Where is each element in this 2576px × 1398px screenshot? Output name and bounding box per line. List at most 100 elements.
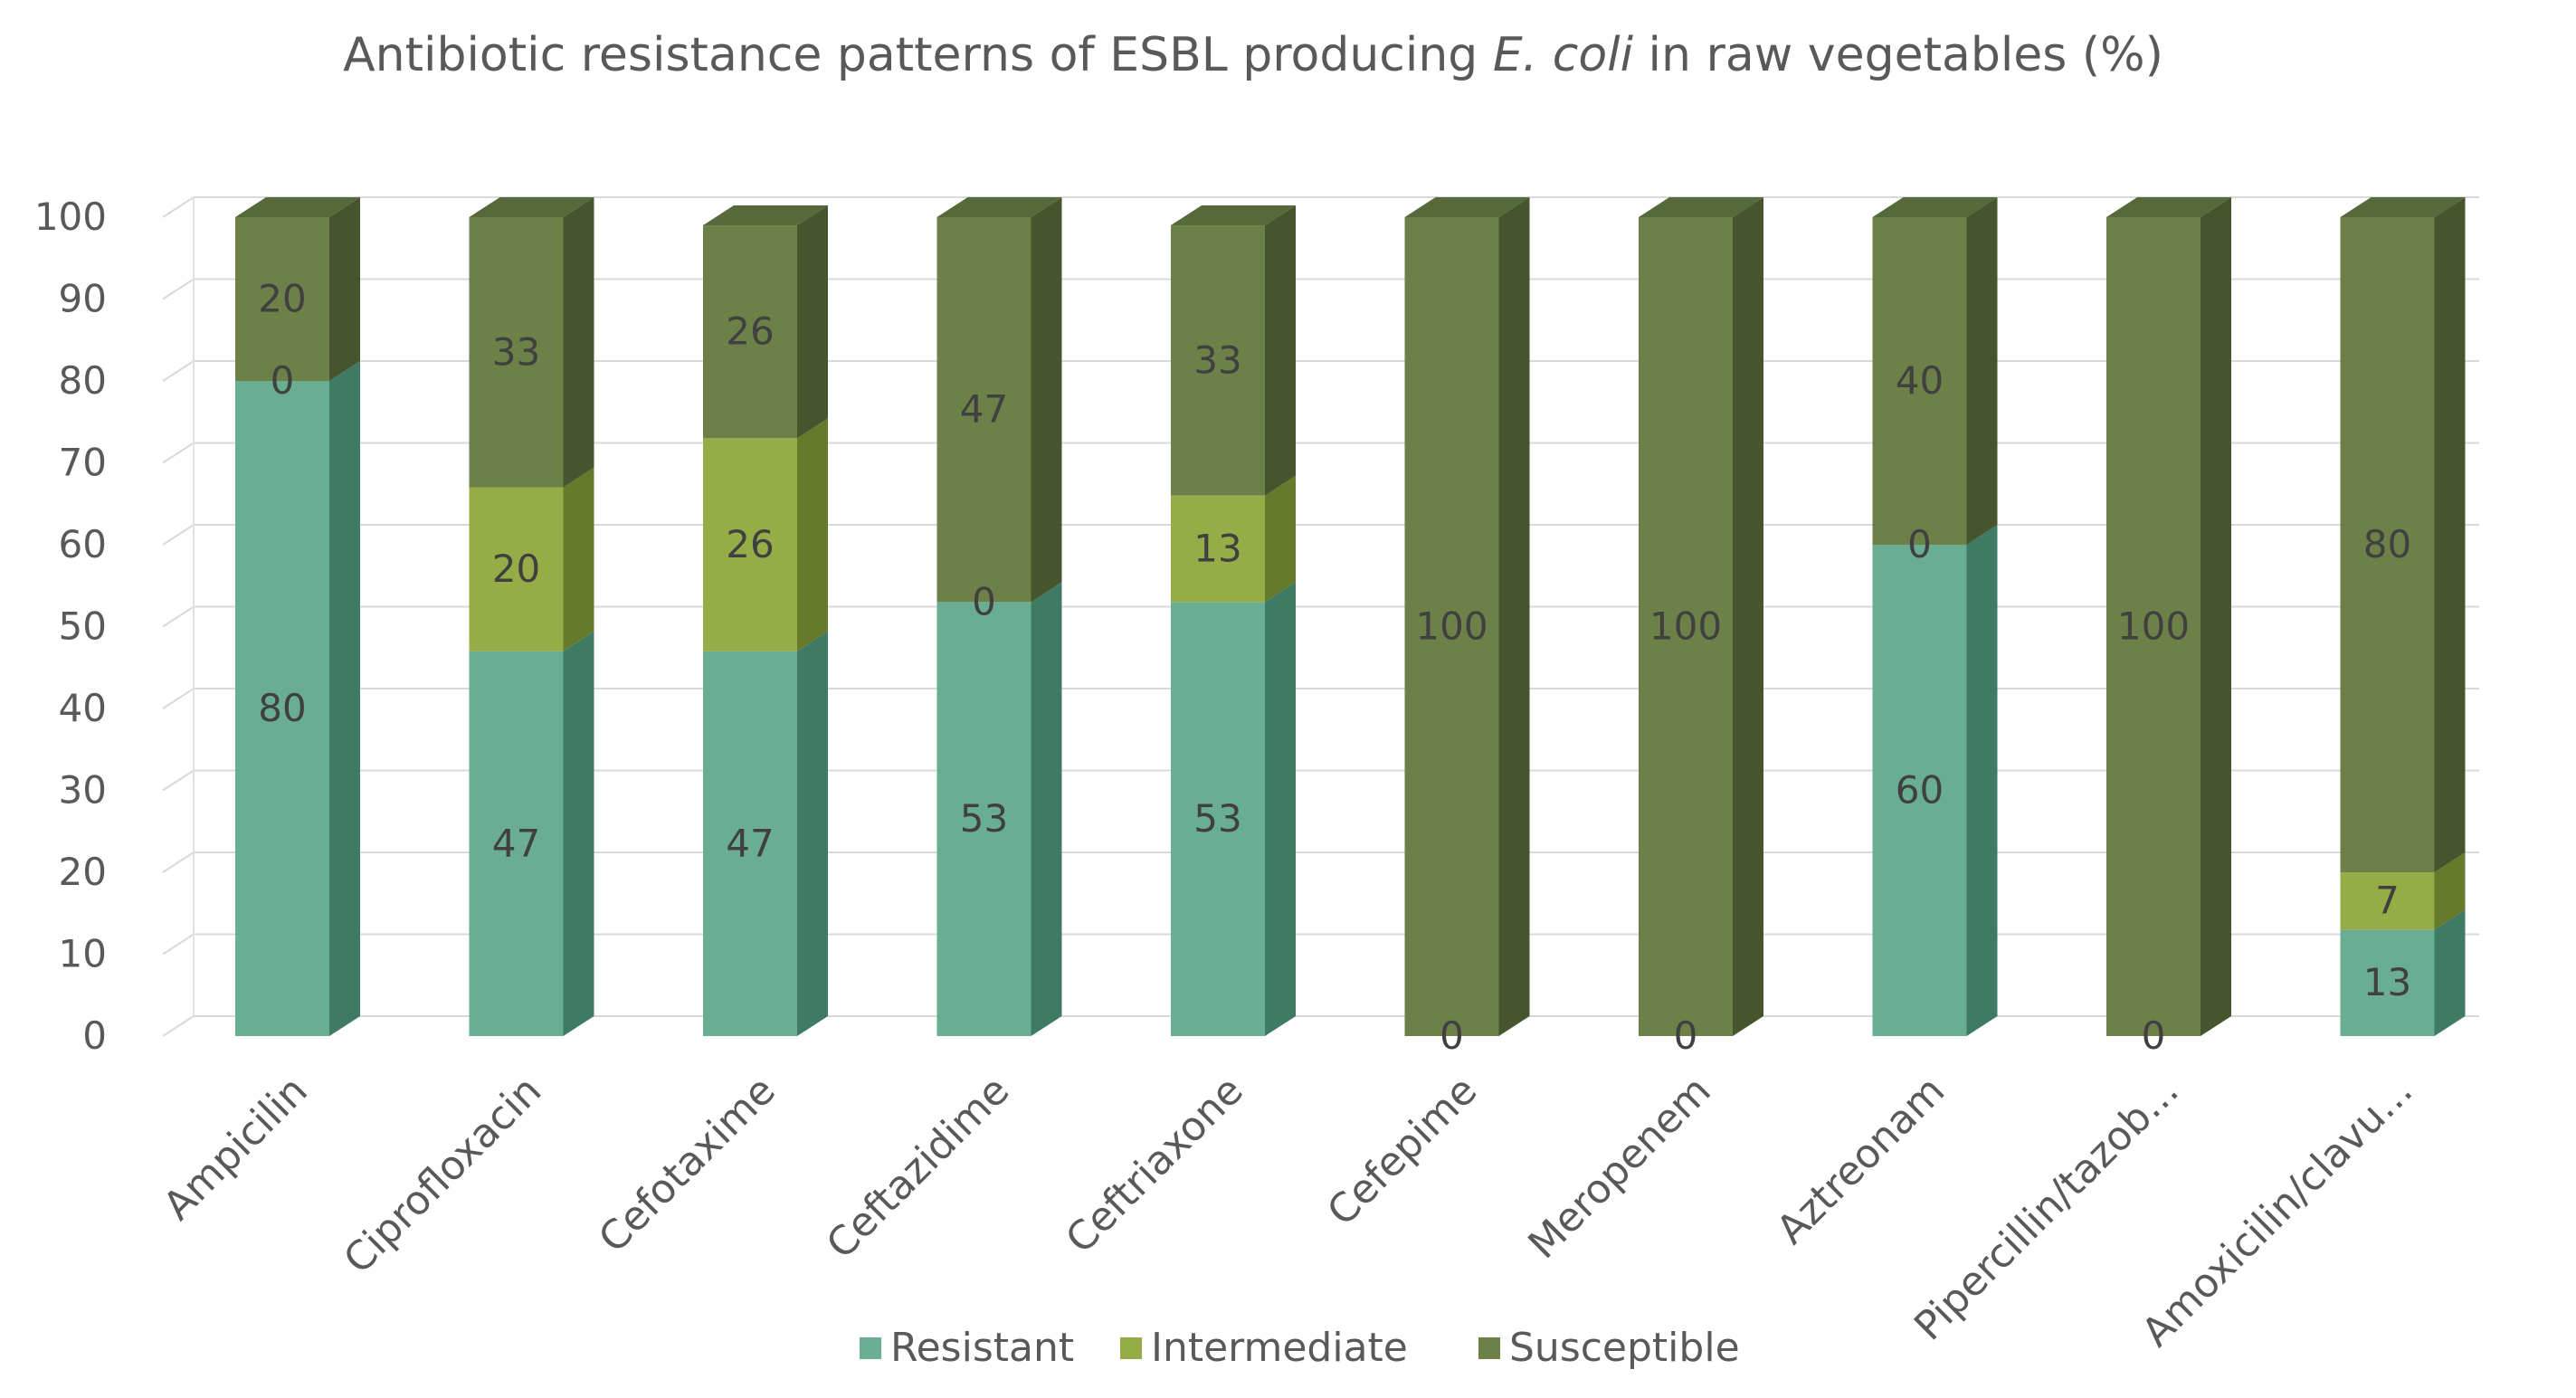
bar-top [936, 197, 1062, 217]
x-axis-categories: Ampicilin Ciprofloxacin Cefotaxime Ceftazid… [155, 1068, 2421, 1356]
bar-front [936, 602, 1031, 1036]
bar-side [563, 467, 594, 651]
gridline-side [162, 442, 195, 464]
bar-side [797, 418, 828, 651]
legend-label: Resistant [890, 1325, 1074, 1371]
bar-side [1031, 582, 1062, 1036]
data-label: 33 [1193, 338, 1241, 382]
data-label: 0 [1440, 1013, 1464, 1058]
data-label: 0 [1907, 522, 1932, 566]
x-tick-label: Ceftriaxone [1057, 1068, 1251, 1262]
data-label: 13 [2363, 960, 2411, 1004]
data-label: 20 [258, 277, 306, 321]
bar-side [2434, 909, 2466, 1036]
bar-side [797, 205, 828, 439]
gridline-side [162, 524, 195, 546]
bar-top [2340, 197, 2466, 217]
bar-segment-susceptible [1872, 197, 1998, 545]
bar-segment-resistant [936, 582, 1062, 1036]
bar-top [1404, 197, 1530, 217]
data-label: 0 [271, 358, 295, 403]
data-label: 80 [2363, 522, 2411, 566]
bar-segment-susceptible [1639, 197, 1763, 1036]
legend-item-intermediate: Intermediate [1120, 1325, 1408, 1371]
data-label: 60 [1896, 768, 1944, 813]
bar-front [2340, 872, 2435, 930]
y-tick-label: 90 [59, 277, 107, 321]
data-label: 40 [1896, 358, 1944, 403]
bar-segment-susceptible [1171, 205, 1296, 496]
bar-front [2340, 217, 2435, 872]
bars [235, 197, 2466, 1036]
bar-segment-susceptible [469, 197, 594, 488]
bar-segment-susceptible [2340, 197, 2466, 872]
data-label: 80 [258, 686, 306, 730]
bar-top [1171, 205, 1296, 226]
y-axis-ticks: 0 10 20 30 40 50 60 70 80 90 100 [34, 195, 107, 1058]
data-label: 13 [1193, 527, 1241, 571]
bar-front [469, 651, 564, 1036]
legend-label: Intermediate [1151, 1325, 1408, 1371]
gridline-side [162, 360, 195, 382]
legend-item-susceptible: Susceptible [1478, 1325, 1740, 1371]
bar-segment-resistant [1872, 525, 1998, 1036]
bar-side [2434, 197, 2466, 872]
bar-top [703, 205, 828, 226]
gridline-side [162, 688, 195, 709]
bar-side [563, 631, 594, 1036]
bar-front [2340, 929, 2435, 1036]
gridline-side [162, 1015, 195, 1037]
bar-segment-resistant [2340, 909, 2466, 1036]
bar-front [1872, 217, 1967, 545]
gridline-side [162, 196, 195, 218]
bar-front [235, 217, 329, 381]
data-label: 47 [960, 387, 1008, 432]
bar-side [1498, 197, 1530, 1036]
bar-side [1265, 205, 1296, 496]
legend-swatch [1478, 1337, 1500, 1359]
legend-swatch [1120, 1337, 1142, 1359]
bar-segment-susceptible [1404, 197, 1530, 1036]
bar-side [329, 197, 360, 381]
gridline-side [162, 769, 195, 792]
bar-segment-intermediate [1171, 475, 1296, 603]
bar-front [469, 487, 564, 651]
chart-title: Antibiotic resistance patterns of ESBL p… [343, 28, 2163, 82]
gridline-side [162, 278, 195, 300]
x-tick-label: Ceftazidime [818, 1068, 1018, 1268]
data-label: 26 [726, 309, 774, 354]
y-tick-label: 50 [59, 604, 107, 649]
bar-front [1171, 225, 1265, 496]
bar-top [235, 197, 360, 217]
data-label: 100 [2117, 604, 2190, 649]
bar-side [2201, 197, 2231, 1036]
data-label: 20 [492, 547, 540, 591]
bar-front [703, 651, 797, 1036]
legend-swatch [860, 1337, 881, 1359]
bar-front [1872, 545, 1967, 1036]
bar-side [797, 631, 828, 1036]
chart-title-italic: E. coli [1493, 28, 1634, 82]
x-tick-label: Pipercillin/tazob... [1906, 1068, 2188, 1350]
x-tick-label: Meropenem [1520, 1068, 1720, 1268]
chart-title-part: in raw vegetables (%) [1633, 28, 2163, 82]
bar-side [1265, 475, 1296, 603]
x-tick-label: Ampicilin [155, 1068, 317, 1230]
data-label: 7 [2375, 879, 2400, 923]
bar-side [1733, 197, 1763, 1036]
bar-side [1265, 582, 1296, 1036]
bar-segment-susceptible [2106, 197, 2231, 1036]
y-tick-label: 80 [59, 358, 107, 403]
data-label: 0 [972, 579, 996, 623]
data-label: 33 [492, 329, 540, 374]
bar-top [469, 197, 594, 217]
bar-segment-susceptible [235, 197, 360, 381]
bar-front [1404, 217, 1499, 1036]
bar-side [1031, 197, 1062, 603]
bar-front [1171, 495, 1265, 603]
bar-segment-susceptible [703, 205, 828, 439]
bar-side [329, 361, 360, 1036]
legend: Resistant Intermediate Susceptible [860, 1325, 1740, 1371]
y-tick-label: 10 [59, 932, 107, 976]
